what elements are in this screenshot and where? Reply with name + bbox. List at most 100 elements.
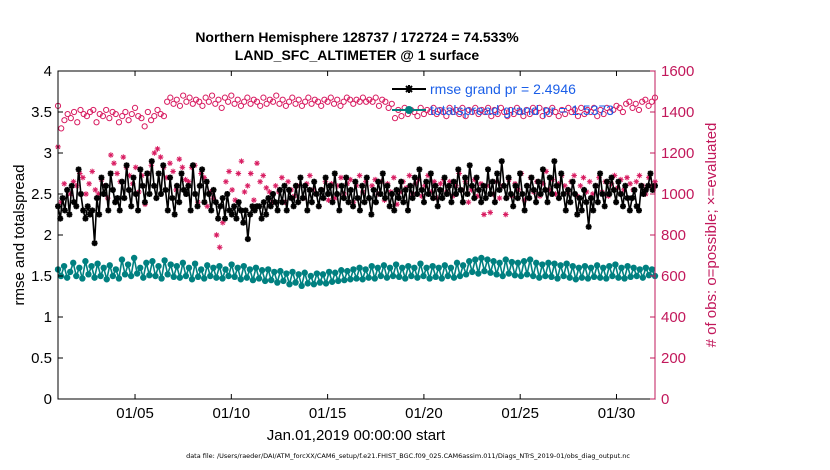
rmse-point <box>235 199 242 206</box>
rmse-point <box>457 186 464 193</box>
totalspread-point <box>240 262 247 270</box>
possible-point <box>420 110 427 118</box>
rmse-point <box>224 191 231 197</box>
totalspread-point <box>490 258 497 265</box>
rmse-point <box>496 186 503 193</box>
rmse-point <box>443 191 450 197</box>
totalspread-point <box>398 264 406 271</box>
rmse-point <box>157 191 164 197</box>
possible-point <box>263 100 270 107</box>
totalspread-point <box>514 259 522 267</box>
totalspread-point <box>636 266 643 273</box>
possible-point <box>173 96 180 103</box>
possible-point <box>61 117 68 124</box>
totalspread-point <box>517 272 525 280</box>
totalspread-point <box>185 264 193 271</box>
totalspread-point <box>283 270 290 277</box>
totalspread-point <box>545 259 552 267</box>
totalspread-point <box>432 273 439 281</box>
rmse-point <box>606 191 613 197</box>
totalspread-point <box>502 256 509 263</box>
rmse-point <box>491 199 498 206</box>
possible-point <box>356 98 363 105</box>
rmse-point <box>299 195 306 202</box>
possible-point <box>359 94 367 101</box>
possible-point <box>289 94 296 101</box>
totalspread-point <box>179 259 187 267</box>
evaluated-point <box>167 160 173 167</box>
rmse-point <box>201 199 208 206</box>
rmse-point <box>210 186 217 193</box>
possible-point <box>337 102 344 109</box>
rmse-point <box>91 240 98 247</box>
totalspread-point <box>140 274 147 281</box>
rmse-point <box>507 191 514 197</box>
totalspread-point <box>133 270 141 277</box>
rmse-point <box>340 195 347 202</box>
evaluated-point <box>226 168 232 175</box>
totalspread-point <box>234 264 241 271</box>
rmse-point <box>103 182 110 189</box>
totalspread-point <box>219 275 226 282</box>
possible-point <box>295 96 302 103</box>
series-totalspread <box>54 254 659 290</box>
possible-point <box>520 113 527 120</box>
totalspread-point <box>624 262 631 270</box>
rmse-point <box>338 182 345 189</box>
x-axis-label: Jan.01,2019 00:00:00 start <box>267 427 446 444</box>
totalspread-point <box>389 272 397 280</box>
rmse-point <box>622 182 629 189</box>
totalspread-point <box>155 262 162 270</box>
rmse-point <box>574 211 581 218</box>
rmse-point <box>501 182 508 189</box>
plot-marks <box>54 92 659 290</box>
possible-point <box>302 98 309 105</box>
evaluated-point <box>496 195 503 201</box>
evaluated-point <box>61 180 68 187</box>
evaluated-point <box>86 180 92 187</box>
totalspread-point <box>176 274 184 281</box>
totalspread-point <box>365 274 372 281</box>
totalspread-point <box>499 272 506 280</box>
totalspread-point <box>356 264 363 271</box>
rmse-point <box>416 166 423 173</box>
rmse-point <box>626 207 633 214</box>
rmse-point <box>537 191 544 197</box>
possible-point <box>119 113 126 120</box>
totalspread-point <box>164 271 171 278</box>
totalspread-point <box>371 275 378 282</box>
totalspread-point <box>70 259 77 267</box>
rmse-point <box>569 178 576 185</box>
rmse-point <box>487 191 494 197</box>
rmse-point <box>377 191 384 197</box>
possible-point <box>430 104 437 112</box>
possible-point <box>510 110 517 118</box>
evaluated-point <box>633 178 640 185</box>
rmse-point <box>96 211 103 218</box>
rmse-point <box>315 203 322 210</box>
totalspread-point <box>249 276 257 284</box>
totalspread-point <box>292 279 299 286</box>
rmse-point <box>187 207 194 214</box>
evaluated-point <box>179 164 186 171</box>
rmse-point <box>391 207 398 214</box>
rmse-point <box>105 207 112 214</box>
totalspread-point <box>207 272 214 280</box>
totalspread-point <box>493 271 500 278</box>
evaluated-point <box>586 178 593 185</box>
evaluated-point <box>307 172 313 179</box>
totalspread-point <box>426 275 433 282</box>
totalspread-point <box>225 272 232 280</box>
possible-point <box>529 104 537 112</box>
totalspread-point <box>264 266 272 273</box>
totalspread-point <box>423 264 430 271</box>
legend-marker-rmse <box>405 85 413 93</box>
totalspread-point <box>578 274 586 281</box>
rmse-point <box>363 174 370 181</box>
totalspread-point <box>417 260 424 267</box>
x-tick-label: 01/05 <box>116 405 154 422</box>
series-rmse <box>55 158 658 247</box>
rmse-point <box>494 170 501 177</box>
rmse-point <box>498 158 505 165</box>
totalspread-point <box>280 277 287 285</box>
